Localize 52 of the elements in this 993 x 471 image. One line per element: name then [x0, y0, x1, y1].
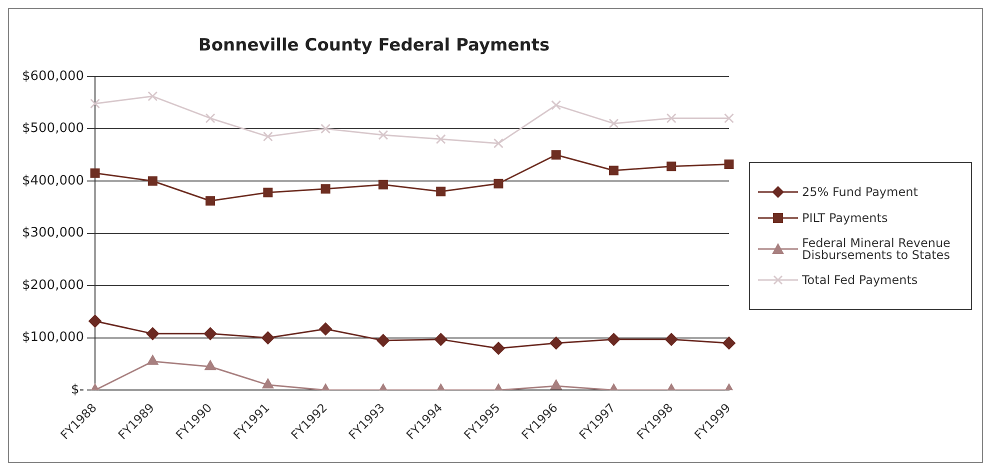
point [493, 138, 504, 148]
point [664, 332, 678, 346]
point [205, 112, 216, 123]
legend-label: 25% Fund Payment [802, 184, 918, 198]
point [722, 336, 736, 350]
point [204, 360, 216, 370]
point [262, 378, 274, 388]
point [666, 161, 676, 171]
point [724, 159, 734, 168]
y-tick-label: $100,000 [22, 330, 84, 345]
point [666, 112, 676, 123]
point [206, 196, 216, 206]
point [494, 178, 504, 188]
point [436, 186, 446, 196]
point [378, 129, 388, 140]
point [146, 354, 158, 364]
point [607, 332, 620, 346]
point [608, 118, 619, 128]
point [608, 165, 618, 175]
y-tick-label: $200,000 [22, 277, 84, 292]
point [378, 179, 388, 189]
point [146, 326, 160, 340]
point [261, 330, 274, 344]
point [551, 150, 561, 160]
point [90, 168, 100, 178]
point [148, 176, 158, 186]
chart-title: Bonneville County Federal Payments [198, 35, 550, 56]
point [551, 100, 562, 110]
point [263, 187, 273, 197]
point [376, 333, 390, 346]
point [319, 322, 332, 335]
point [320, 123, 331, 134]
point [320, 184, 330, 194]
y-tick-label: $400,000 [22, 172, 84, 188]
y-tick-label: $- [71, 382, 84, 398]
point [88, 314, 102, 328]
point [262, 131, 273, 142]
point [550, 336, 563, 350]
point [204, 326, 217, 340]
y-tick-label: $500,000 [22, 120, 84, 136]
legend-label: Federal Mineral Revenue Disbursements to States [802, 236, 952, 262]
y-tick-label: $600,000 [22, 68, 84, 84]
point [724, 112, 734, 123]
point [550, 378, 562, 389]
legend-label: Total Fed Payments [802, 272, 918, 286]
point [148, 90, 158, 101]
point [492, 341, 505, 354]
point [434, 332, 448, 346]
point [436, 134, 446, 144]
y-tick-label: $300,000 [22, 225, 84, 240]
point [90, 98, 100, 108]
legend-label: PILT Payments [802, 210, 888, 224]
